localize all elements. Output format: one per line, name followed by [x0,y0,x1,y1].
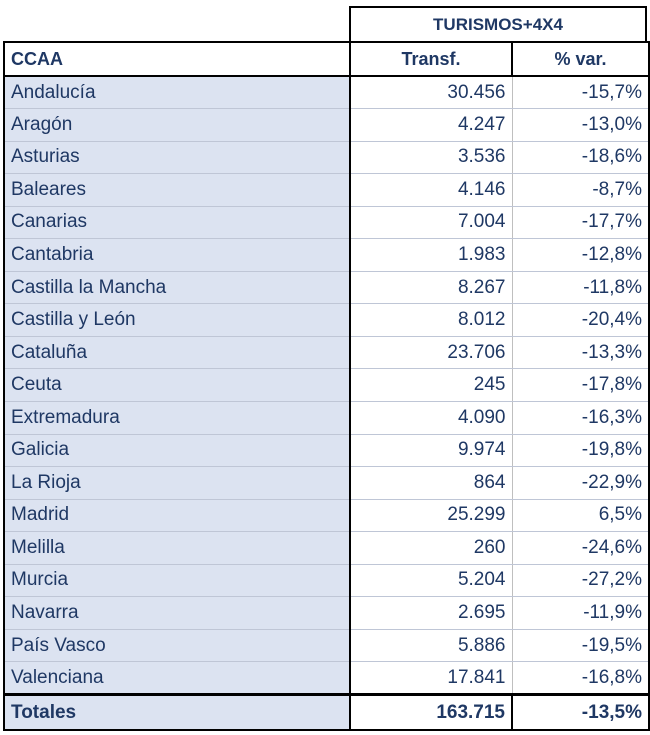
var-cell: -18,6% [512,141,650,175]
region-name-cell: País Vasco [3,629,351,663]
table-row: Castilla y León 8.012 -20,4% [3,303,650,337]
transf-cell: 4.146 [350,173,513,207]
transf-cell: 5.204 [350,564,513,598]
table-row: Madrid 25.299 6,5% [3,499,650,533]
transf-cell: 9.974 [350,434,513,468]
table-row: Andalucía 30.456 -15,7% [3,76,650,110]
table-row: Castilla la Mancha 8.267 -11,8% [3,271,650,305]
region-name-cell: Extremadura [3,401,351,435]
table-row: Extremadura 4.090 -16,3% [3,401,650,435]
transf-cell: 8.012 [350,303,513,337]
region-name-cell: Galicia [3,434,351,468]
var-cell: 6,5% [512,499,650,533]
var-cell: -27,2% [512,564,650,598]
transf-cell: 30.456 [350,76,513,110]
var-cell: -8,7% [512,173,650,207]
transf-cell: 1.983 [350,238,513,272]
table-row: Valenciana 17.841 -16,8% [3,661,650,695]
var-cell: -17,8% [512,368,650,402]
var-cell: -19,8% [512,434,650,468]
table-row: Baleares 4.146 -8,7% [3,173,650,207]
transf-cell: 260 [350,531,513,565]
table-row: Cataluña 23.706 -13,3% [3,336,650,370]
table-row: Aragón 4.247 -13,0% [3,108,650,142]
header-row: CCAA Transf. % var. [3,41,650,77]
region-name-cell: Navarra [3,596,351,630]
region-name-cell: Cataluña [3,336,351,370]
transf-cell: 4.247 [350,108,513,142]
region-name-cell: Cantabria [3,238,351,272]
transf-cell: 3.536 [350,141,513,175]
var-cell: -20,4% [512,303,650,337]
var-cell: -16,3% [512,401,650,435]
transf-cell: 23.706 [350,336,513,370]
group-header-turismos: TURISMOS+4X4 [349,6,647,41]
region-name-cell: Asturias [3,141,351,175]
region-name-cell: Canarias [3,206,351,240]
table-row: Asturias 3.536 -18,6% [3,141,650,175]
region-name-cell: Castilla la Mancha [3,271,351,305]
column-header-transf: Transf. [349,41,513,77]
column-header-ccaa: CCAA [3,41,351,77]
table-row: Ceuta 245 -17,8% [3,368,650,402]
var-cell: -24,6% [512,531,650,565]
var-cell: -22,9% [512,466,650,500]
table-row: La Rioja 864 -22,9% [3,466,650,500]
column-header-var: % var. [511,41,650,77]
region-name-cell: La Rioja [3,466,351,500]
var-cell: -11,8% [512,271,650,305]
region-name-cell: Andalucía [3,76,351,110]
data-table: CCAA Transf. % var. Andalucía 30.456 -15,7… [3,41,650,732]
region-name-cell: Baleares [3,173,351,207]
table-row: Melilla 260 -24,6% [3,531,650,565]
table-row: País Vasco 5.886 -19,5% [3,629,650,663]
transf-cell: 17.841 [350,661,513,695]
transf-cell: 4.090 [350,401,513,435]
transf-cell: 7.004 [350,206,513,240]
table-row: Murcia 5.204 -27,2% [3,564,650,598]
transf-cell: 2.695 [350,596,513,630]
region-name-cell: Melilla [3,531,351,565]
transf-cell: 5.886 [350,629,513,663]
var-cell: -13,3% [512,336,650,370]
totals-transf: 163.715 [349,692,513,732]
var-cell: -11,9% [512,596,650,630]
var-cell: -15,7% [512,76,650,110]
table-row: Cantabria 1.983 -12,8% [3,238,650,272]
table-row: Canarias 7.004 -17,7% [3,206,650,240]
table-row: Galicia 9.974 -19,8% [3,434,650,468]
region-name-cell: Murcia [3,564,351,598]
transf-cell: 245 [350,368,513,402]
region-name-cell: Aragón [3,108,351,142]
transf-cell: 864 [350,466,513,500]
region-name-cell: Ceuta [3,368,351,402]
var-cell: -12,8% [512,238,650,272]
transf-cell: 8.267 [350,271,513,305]
region-name-cell: Valenciana [3,661,351,695]
var-cell: -16,8% [512,661,650,695]
var-cell: -17,7% [512,206,650,240]
var-cell: -19,5% [512,629,650,663]
var-cell: -13,0% [512,108,650,142]
region-name-cell: Castilla y León [3,303,351,337]
region-name-cell: Madrid [3,499,351,533]
totals-var: -13,5% [511,692,650,732]
totals-label: Totales [3,692,351,732]
totals-row: Totales 163.715 -13,5% [3,692,650,732]
table-row: Navarra 2.695 -11,9% [3,596,650,630]
transf-cell: 25.299 [350,499,513,533]
